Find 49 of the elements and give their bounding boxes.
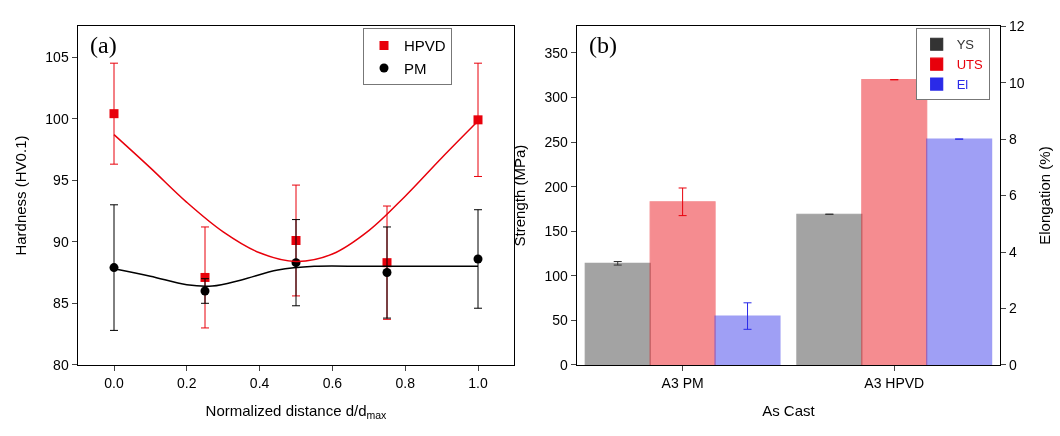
x-tick-label: A3 HPVD bbox=[864, 374, 925, 391]
y2-tick-label: 10 bbox=[1008, 74, 1025, 91]
y-tick-label: 105 bbox=[45, 48, 69, 65]
annotation: (b) bbox=[589, 32, 617, 58]
y-tick-label: 95 bbox=[53, 172, 69, 189]
y-tick-label: 300 bbox=[544, 89, 569, 106]
bar bbox=[584, 262, 651, 365]
legend-label: UTS bbox=[956, 57, 984, 73]
y-tick-label: 80 bbox=[53, 356, 69, 373]
point bbox=[109, 109, 119, 119]
y2-tick-label: 12 bbox=[1008, 18, 1025, 35]
point bbox=[473, 254, 483, 264]
y2-tick-label: 0 bbox=[1008, 356, 1017, 373]
point bbox=[473, 115, 483, 125]
bar bbox=[649, 201, 716, 365]
x-tick-label: A3 PM bbox=[661, 374, 704, 391]
y2-tick-label: 6 bbox=[1008, 187, 1017, 204]
x-tick-label: 1.0 bbox=[468, 374, 488, 391]
y-tick-label: 90 bbox=[53, 233, 69, 250]
bar bbox=[796, 213, 863, 365]
x-tick-label: 0.2 bbox=[177, 374, 197, 391]
y2-tick-label: 8 bbox=[1008, 131, 1017, 148]
legend-label: El bbox=[956, 77, 969, 93]
y-axis-title: Strength (MPa) bbox=[510, 144, 528, 247]
annotation: (a) bbox=[90, 32, 117, 58]
x-tick-label: 0.4 bbox=[249, 374, 270, 391]
y-tick-label: 150 bbox=[544, 223, 569, 240]
point bbox=[200, 286, 210, 296]
legend-label: PM bbox=[404, 59, 427, 77]
y2-tick-label: 2 bbox=[1008, 300, 1017, 317]
y-tick-label: 0 bbox=[560, 356, 569, 373]
legend-label: HPVD bbox=[404, 37, 446, 55]
y2-axis-title: Elongation (%) bbox=[1035, 146, 1053, 245]
y-tick-label: 100 bbox=[45, 110, 69, 127]
legend-label: YS bbox=[956, 37, 975, 53]
point bbox=[382, 268, 392, 278]
x-tick-label: 0.0 bbox=[104, 374, 124, 391]
y-axis-title: Hardness (HV0.1) bbox=[11, 135, 29, 256]
y-tick-label: 350 bbox=[544, 44, 569, 61]
y-tick-label: 200 bbox=[544, 178, 569, 195]
x-tick-label: 0.8 bbox=[395, 374, 416, 391]
x-axis-title: Normalized distance d/d$_{max}$ bbox=[205, 401, 388, 421]
y2-tick-label: 4 bbox=[1008, 243, 1017, 260]
y-tick-label: 250 bbox=[544, 133, 569, 150]
x-axis-title: As Cast bbox=[762, 401, 816, 419]
y-tick-label: 85 bbox=[53, 295, 69, 312]
x-tick-label: 0.6 bbox=[322, 374, 343, 391]
y-tick-label: 50 bbox=[552, 312, 569, 329]
y-tick-label: 100 bbox=[544, 267, 569, 284]
